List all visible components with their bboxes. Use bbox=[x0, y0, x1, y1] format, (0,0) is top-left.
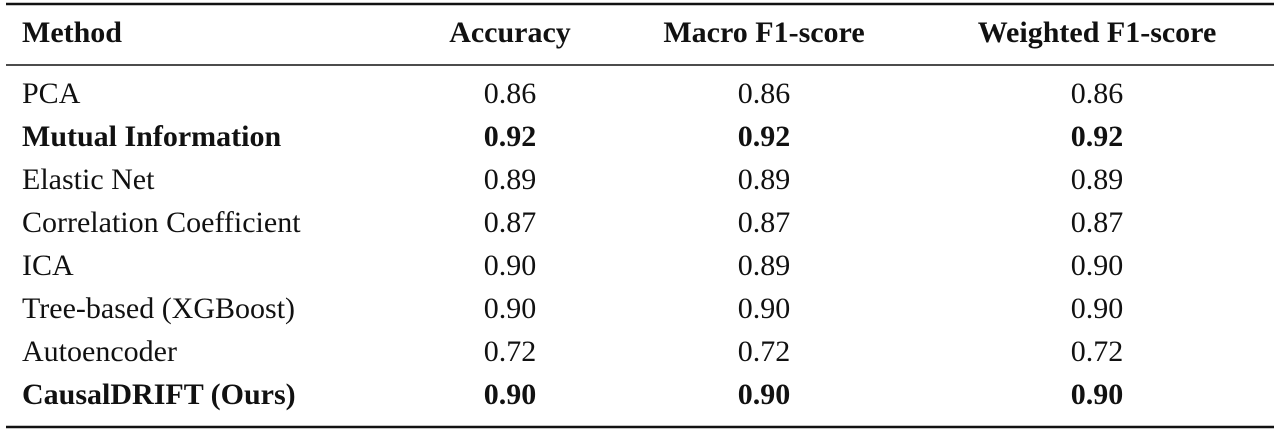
metric-value: 0.90 bbox=[738, 378, 791, 411]
method-name: ICA bbox=[22, 249, 74, 282]
metric-value: 0.87 bbox=[1071, 206, 1124, 239]
metric-value: 0.86 bbox=[1071, 77, 1124, 110]
metric-value: 0.90 bbox=[484, 378, 537, 411]
method-name: PCA bbox=[22, 77, 81, 110]
metric-value: 0.89 bbox=[738, 249, 791, 282]
metric-value: 0.72 bbox=[1071, 335, 1124, 368]
metric-value: 0.92 bbox=[1071, 120, 1124, 153]
metric-value: 0.72 bbox=[484, 335, 537, 368]
method-name: Tree-based (XGBoost) bbox=[22, 292, 295, 325]
metric-value: 0.87 bbox=[738, 206, 791, 239]
method-name: CausalDRIFT (Ours) bbox=[22, 378, 296, 411]
method-name: Autoencoder bbox=[22, 335, 177, 368]
column-header: Method bbox=[22, 16, 122, 49]
metric-value: 0.92 bbox=[738, 120, 791, 153]
metric-value: 0.89 bbox=[484, 163, 537, 196]
column-header: Weighted F1-score bbox=[978, 16, 1217, 49]
column-header: Macro F1-score bbox=[663, 16, 864, 49]
metric-value: 0.90 bbox=[484, 249, 537, 282]
method-name: Correlation Coefficient bbox=[22, 206, 301, 239]
metric-value: 0.90 bbox=[484, 292, 537, 325]
metric-value: 0.90 bbox=[1071, 292, 1124, 325]
metric-value: 0.87 bbox=[484, 206, 537, 239]
metric-value: 0.89 bbox=[738, 163, 791, 196]
method-name: Mutual Information bbox=[22, 120, 281, 153]
method-name: Elastic Net bbox=[22, 163, 155, 196]
metric-value: 0.90 bbox=[738, 292, 791, 325]
metric-value: 0.86 bbox=[484, 77, 537, 110]
metric-value: 0.86 bbox=[738, 77, 791, 110]
metric-value: 0.72 bbox=[738, 335, 791, 368]
metric-value: 0.92 bbox=[484, 120, 537, 153]
metric-value: 0.89 bbox=[1071, 163, 1124, 196]
metric-value: 0.90 bbox=[1071, 249, 1124, 282]
metric-value: 0.90 bbox=[1071, 378, 1124, 411]
column-header: Accuracy bbox=[449, 16, 571, 49]
